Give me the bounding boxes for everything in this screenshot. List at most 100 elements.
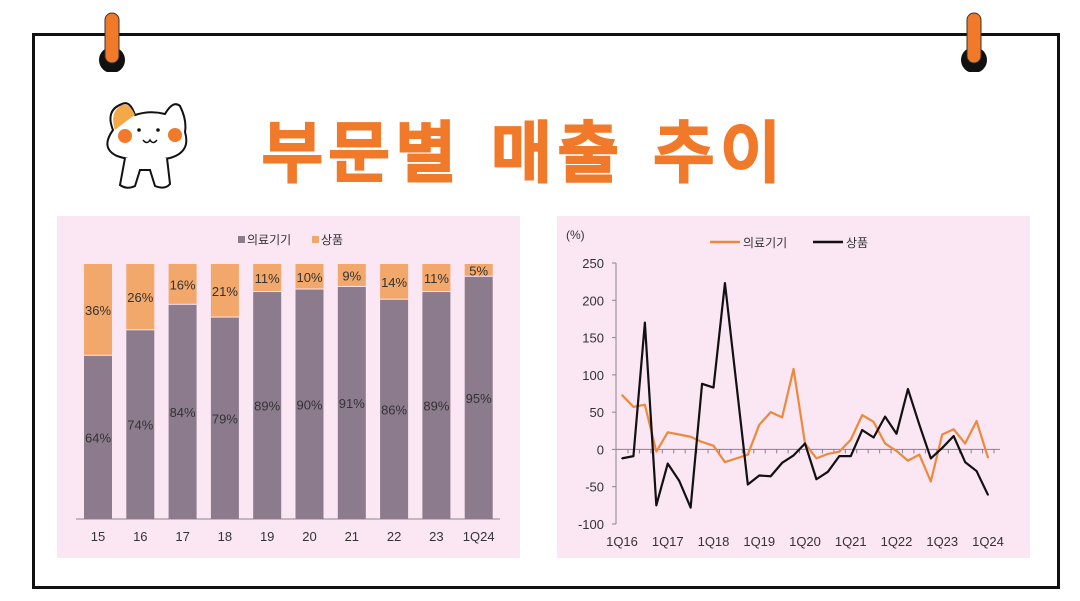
point-product [735, 383, 738, 385]
point-product [907, 388, 909, 390]
x-tick-label: 1Q19 [743, 534, 775, 549]
bar-label-device: 64% [85, 430, 111, 445]
binder-clip-left [99, 12, 125, 72]
point-product [792, 454, 795, 457]
x-tick-label: 21 [345, 529, 359, 544]
point-product [724, 282, 726, 284]
point-product [941, 447, 944, 449]
x-tick-label: 1Q23 [926, 534, 958, 549]
legend-label-line-product: 상품 [846, 236, 868, 250]
bar-product [210, 264, 239, 317]
point-product [918, 424, 921, 426]
bar-label-product: 11% [255, 271, 280, 286]
y-tick-label: 250 [582, 256, 604, 271]
bar-label-product: 16% [170, 277, 196, 292]
bar-device [295, 289, 324, 519]
point-product [632, 455, 635, 457]
point-product [964, 461, 966, 463]
point-device [918, 453, 921, 456]
point-device [964, 442, 966, 445]
x-tick-label: 19 [260, 529, 274, 544]
point-device [712, 444, 715, 447]
point-product [884, 415, 886, 418]
point-device [701, 441, 703, 443]
point-product [747, 483, 749, 486]
point-device [678, 433, 680, 436]
point-product [804, 442, 806, 445]
legend-label-device: 의료기기 [247, 233, 291, 247]
legend-label-line-device: 의료기기 [743, 236, 787, 250]
bar-device [253, 292, 282, 519]
x-tick-label: 1Q24 [972, 534, 1004, 549]
bar-label-product: 9% [342, 268, 361, 283]
bar-product [422, 264, 451, 292]
bar-product [126, 264, 155, 330]
page-title: 부문별 매출 추이 [261, 114, 787, 193]
point-product [952, 435, 955, 437]
bar-label-product: 10% [296, 270, 322, 285]
y-tick-label: 150 [582, 331, 604, 346]
x-tick-label: 1Q24 [463, 529, 495, 544]
point-device [632, 406, 635, 408]
point-device [861, 414, 863, 416]
bar-device [380, 299, 409, 519]
point-device [930, 480, 932, 483]
point-product [769, 475, 772, 478]
x-tick-label: 22 [387, 529, 401, 544]
point-device [747, 453, 749, 456]
binder-clip-right [961, 12, 987, 72]
legend-swatch-product [312, 236, 319, 243]
point-device [827, 453, 829, 455]
point-product [815, 478, 818, 481]
point-device [849, 438, 852, 441]
x-tick-label: 1Q20 [789, 534, 821, 549]
point-device [872, 421, 875, 423]
bar-device [464, 276, 493, 519]
point-device [724, 461, 726, 463]
x-tick-label: 1Q17 [652, 534, 684, 549]
x-tick-label: 18 [218, 529, 232, 544]
line-chart-panel [557, 216, 1030, 558]
x-tick-label: 1Q16 [606, 534, 638, 549]
point-product [975, 470, 978, 472]
x-tick-label: 23 [429, 529, 443, 544]
frame-border [32, 33, 1060, 589]
bar-product [464, 264, 493, 276]
bar-label-product: 14% [381, 275, 407, 290]
point-device [644, 403, 646, 406]
point-device [895, 450, 898, 452]
x-tick-label: 17 [175, 529, 189, 544]
legend-swatch-device [238, 236, 245, 243]
point-device [815, 457, 818, 460]
point-product [861, 429, 863, 431]
bar-label-product: 5% [469, 263, 488, 278]
point-product [849, 455, 852, 457]
bar-product [295, 264, 324, 289]
bar-label-product: 26% [127, 290, 153, 305]
bar-product [168, 264, 197, 304]
point-device [941, 433, 944, 436]
bar-label-product: 11% [424, 271, 449, 286]
point-device [655, 450, 658, 453]
bar-label-device: 89% [423, 399, 449, 414]
bar-label-device: 89% [254, 399, 280, 414]
point-device [838, 450, 841, 453]
bar-device [168, 304, 197, 519]
bar-device [210, 317, 239, 519]
point-product [827, 471, 829, 473]
point-product [987, 494, 989, 496]
bar-label-device: 95% [466, 391, 492, 406]
bar-label-device: 79% [212, 411, 238, 426]
point-device [907, 459, 909, 462]
cat-mascot-icon [106, 102, 188, 189]
bar-product [84, 264, 112, 355]
point-device [781, 416, 783, 419]
bar-device [422, 292, 451, 519]
point-product [621, 457, 623, 460]
bar-device [84, 355, 112, 519]
point-device [621, 394, 623, 396]
point-device [975, 420, 978, 422]
point-device [666, 431, 669, 434]
bar-device [337, 286, 366, 519]
point-device [884, 442, 886, 445]
